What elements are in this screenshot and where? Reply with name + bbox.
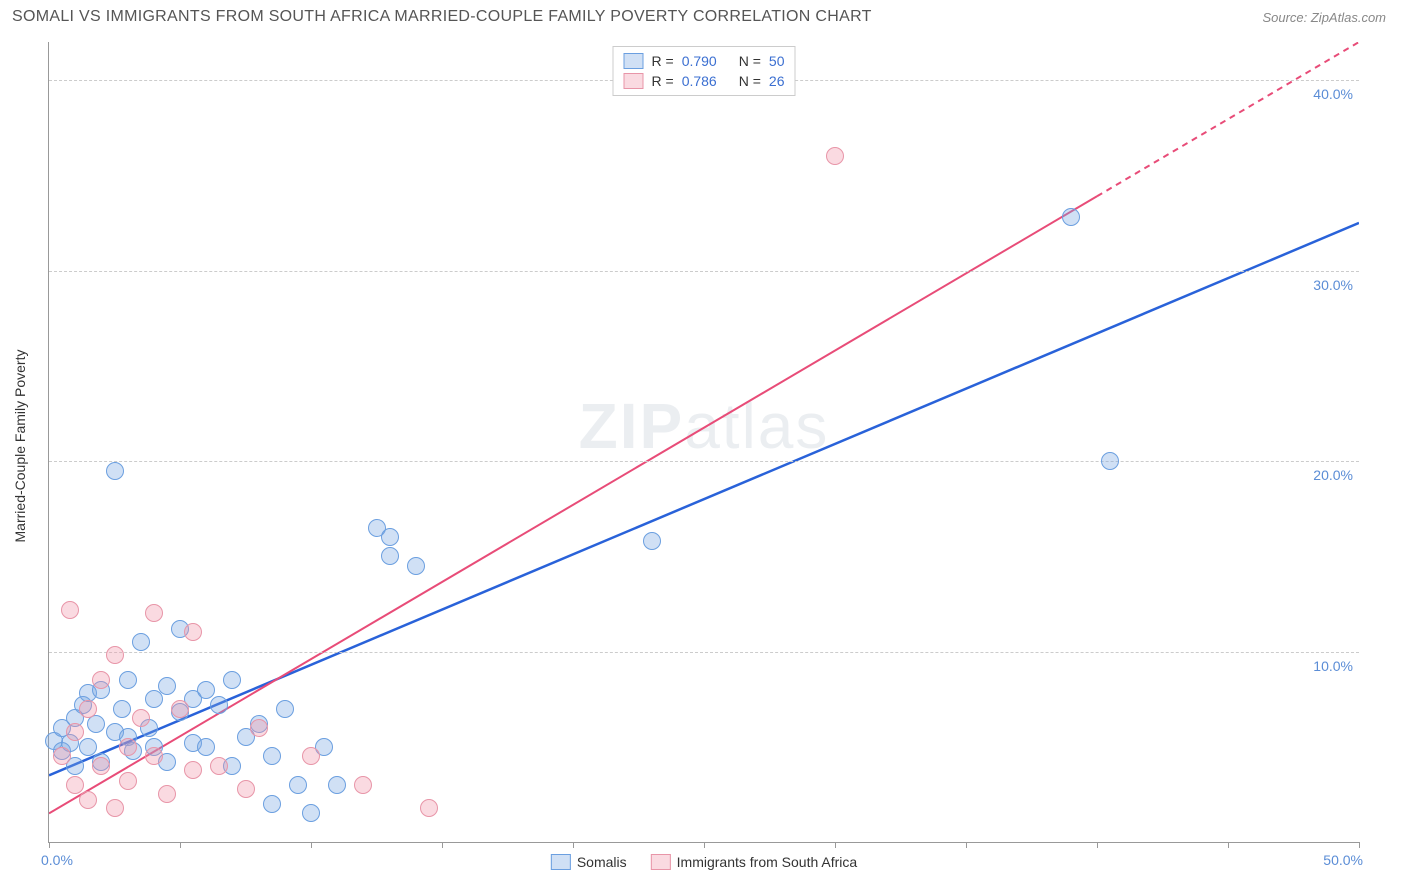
- legend-r-value: 0.786: [682, 73, 717, 89]
- x-tick: [1228, 842, 1229, 848]
- legend-r-label: R =: [652, 53, 674, 69]
- data-point: [145, 604, 163, 622]
- data-point: [158, 677, 176, 695]
- data-point: [119, 772, 137, 790]
- data-point: [145, 747, 163, 765]
- y-tick-label: 20.0%: [1313, 467, 1353, 483]
- legend-n-value: 50: [769, 53, 785, 69]
- data-point: [145, 690, 163, 708]
- y-tick-label: 40.0%: [1313, 86, 1353, 102]
- gridline-horizontal: [49, 271, 1359, 272]
- y-tick-label: 10.0%: [1313, 658, 1353, 674]
- legend-swatch: [651, 854, 671, 870]
- legend-series-label: Immigrants from South Africa: [677, 854, 858, 870]
- data-point: [263, 795, 281, 813]
- data-point: [66, 776, 84, 794]
- data-point: [119, 671, 137, 689]
- gridline-horizontal: [49, 652, 1359, 653]
- data-point: [106, 799, 124, 817]
- legend-n-label: N =: [739, 53, 761, 69]
- data-point: [263, 747, 281, 765]
- x-tick: [442, 842, 443, 848]
- x-tick: [835, 842, 836, 848]
- data-point: [354, 776, 372, 794]
- x-tick: [49, 842, 50, 848]
- chart-header: SOMALI VS IMMIGRANTS FROM SOUTH AFRICA M…: [0, 0, 1406, 30]
- x-tick: [1097, 842, 1098, 848]
- legend-series-item: Somalis: [551, 854, 627, 870]
- data-point: [381, 547, 399, 565]
- gridline-horizontal: [49, 461, 1359, 462]
- data-point: [61, 601, 79, 619]
- legend-r-value: 0.790: [682, 53, 717, 69]
- data-point: [643, 532, 661, 550]
- x-tick: [311, 842, 312, 848]
- data-point: [113, 700, 131, 718]
- x-tick: [180, 842, 181, 848]
- data-point: [87, 715, 105, 733]
- data-point: [158, 785, 176, 803]
- data-point: [171, 700, 189, 718]
- watermark: ZIPatlas: [579, 389, 830, 463]
- data-point: [302, 747, 320, 765]
- data-point: [420, 799, 438, 817]
- x-tick-label: 50.0%: [1323, 852, 1363, 868]
- data-point: [1062, 208, 1080, 226]
- legend-stat-row: R = 0.790 N = 50: [624, 51, 785, 71]
- legend-series-label: Somalis: [577, 854, 627, 870]
- data-point: [184, 761, 202, 779]
- legend-swatch: [551, 854, 571, 870]
- data-point: [66, 723, 84, 741]
- trend-lines: [49, 42, 1359, 842]
- data-point: [132, 633, 150, 651]
- data-point: [79, 738, 97, 756]
- legend-swatch: [624, 73, 644, 89]
- x-tick: [573, 842, 574, 848]
- data-point: [237, 780, 255, 798]
- data-point: [328, 776, 346, 794]
- data-point: [210, 696, 228, 714]
- chart-title: SOMALI VS IMMIGRANTS FROM SOUTH AFRICA M…: [12, 8, 872, 26]
- data-point: [92, 757, 110, 775]
- x-tick: [704, 842, 705, 848]
- data-point: [197, 738, 215, 756]
- data-point: [79, 791, 97, 809]
- data-point: [1101, 452, 1119, 470]
- data-point: [302, 804, 320, 822]
- data-point: [106, 462, 124, 480]
- x-tick-label: 0.0%: [41, 852, 73, 868]
- data-point: [826, 147, 844, 165]
- data-point: [92, 671, 110, 689]
- data-point: [407, 557, 425, 575]
- data-point: [119, 738, 137, 756]
- data-point: [223, 671, 241, 689]
- y-tick-label: 30.0%: [1313, 277, 1353, 293]
- data-point: [53, 747, 71, 765]
- x-tick: [966, 842, 967, 848]
- data-point: [184, 623, 202, 641]
- data-point: [197, 681, 215, 699]
- x-tick: [1359, 842, 1360, 848]
- legend-series: Somalis Immigrants from South Africa: [551, 854, 857, 870]
- data-point: [289, 776, 307, 794]
- data-point: [250, 719, 268, 737]
- data-point: [276, 700, 294, 718]
- legend-n-label: N =: [739, 73, 761, 89]
- data-point: [381, 528, 399, 546]
- legend-series-item: Immigrants from South Africa: [651, 854, 858, 870]
- chart-source: Source: ZipAtlas.com: [1262, 10, 1386, 25]
- chart-plot-area: ZIPatlas R = 0.790N = 50R = 0.786N = 26 …: [48, 42, 1359, 843]
- data-point: [106, 646, 124, 664]
- y-axis-label: Married-Couple Family Poverty: [12, 350, 28, 543]
- data-point: [210, 757, 228, 775]
- legend-stat-row: R = 0.786 N = 26: [624, 71, 785, 91]
- legend-r-label: R =: [652, 73, 674, 89]
- legend-stats: R = 0.790 N = 50 R = 0.786 N = 26: [613, 46, 796, 96]
- data-point: [79, 700, 97, 718]
- legend-n-value: 26: [769, 73, 785, 89]
- legend-swatch: [624, 53, 644, 69]
- data-point: [132, 709, 150, 727]
